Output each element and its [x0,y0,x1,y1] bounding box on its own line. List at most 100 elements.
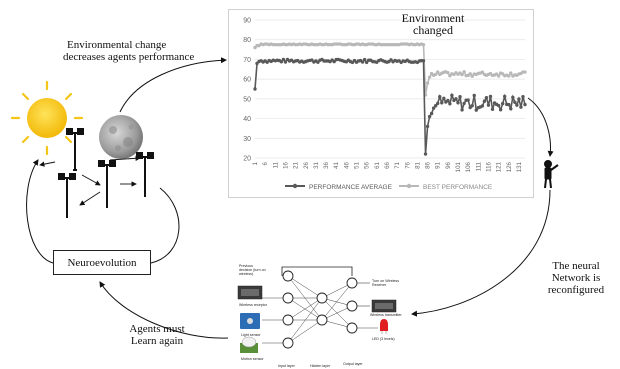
x-tick-label: 81 [414,161,421,168]
learn-again-line-2: Learn again [130,335,184,347]
series-performance-average-point [486,103,491,107]
chart-series [253,42,527,156]
legend-label-performance-average: PERFORMANCE AVERAGE [309,184,393,191]
series-best-performance-point [446,70,450,75]
x-tick-label: 126 [506,161,513,172]
series-performance-average-point [454,97,458,101]
series-best-performance-point [462,70,466,74]
street-lamp-icon [66,128,84,171]
series-performance-average-point [450,93,454,98]
nn-connection [321,282,353,321]
series-performance-average-point [500,101,505,106]
input-neuron [282,292,294,304]
series-performance-average-point [513,100,517,104]
series-best-performance-point [480,70,485,74]
neural-network-connections [262,275,378,344]
arrow-to-agent [527,97,554,157]
arrow-to-chart [119,57,227,113]
legend-label-best-performance: BEST PERFORMANCE [423,184,493,191]
learn-again-line-1: Agents must [129,323,185,335]
street-lamp-icon [58,173,76,218]
input-neuron [282,337,294,349]
previous-decision-line-3: wireless) [239,272,254,276]
x-tick-label: 96 [445,161,452,168]
y-axis-ticks: 20 30 40 50 60 70 80 90 [243,18,251,163]
series-performance-average-point [364,60,369,65]
x-tick-label: 16 [282,161,289,168]
series-best-performance-point [523,70,527,74]
x-tick-label: 91 [435,161,442,168]
series-performance-average-point [438,94,442,99]
led-icon [380,319,388,334]
arrow-agents-to-neuroevolution [150,187,180,264]
series-performance-average-point [456,101,460,105]
series-performance-average-point [472,93,476,98]
legend-marker-performance-average [292,183,298,189]
series-performance-average-point [460,108,464,112]
x-tick-label: 31 [313,161,320,168]
x-tick-label: 6 [262,161,269,165]
nn-connection [321,305,353,321]
arrow-to-network [411,189,551,317]
street-lamp-icon [98,160,116,208]
light-sensor-label: Light sensor [241,333,261,337]
series-best-performance-point [425,81,430,85]
x-tick-label: 121 [496,161,503,172]
arrow-neuroevolution-to-agents [26,159,54,264]
nn-connection [287,319,323,344]
previous-decision-line-1: Previous [239,264,253,268]
x-tick-label: 131 [516,161,523,172]
series-best-performance-point [433,72,438,77]
chart-legend: PERFORMANCE AVERAGE BEST PERFORMANCE [285,183,493,191]
x-tick-label: 41 [333,161,340,168]
x-tick-label: 86 [425,161,432,168]
nn-connection [287,275,323,299]
x-tick-label: 21 [293,161,300,168]
turn-on-wireless-label: Turn on Wireless Receiver [372,279,418,287]
motion-sensor-label: Motion sensor [241,357,264,361]
series-performance-average-point [490,107,495,112]
series-performance-average-point [474,108,478,112]
sun-icon [10,80,84,156]
series-best-performance-point [421,42,426,47]
reconfig-line-1: The neural [552,260,600,272]
x-tick-label: 66 [384,161,391,168]
wireless-receptor-icon [237,285,263,300]
input-neuron [282,270,294,282]
recurrent-connection [281,266,353,276]
series-best-performance-point [509,71,513,75]
street-lamp-icon [136,152,154,197]
series-performance-average-point [440,101,444,105]
agent-person-icon [544,160,559,189]
y-tick-label: 20 [243,156,251,163]
y-tick-label: 40 [243,116,251,123]
x-tick-label: 1 [252,161,259,165]
series-performance-average-point [519,105,523,109]
x-tick-label: 76 [404,161,411,168]
environment-changed-line-1: Environment [401,11,465,25]
series-performance-average-point [466,98,470,102]
series-performance-average-point [433,104,438,108]
series-performance-average-point [509,107,513,111]
previous-decision-label: Previous decision (turn on wireless) [239,264,289,276]
series-best-performance-point [460,72,464,77]
x-tick-label: 61 [374,161,381,168]
series-performance-average-point [253,87,257,91]
previous-decision-line-2: decision (turn on [239,268,266,272]
series-performance-average-point [281,57,286,62]
nn-connection [287,297,323,344]
environment-changed-label: Environment changed [388,12,478,36]
series-performance-average-point [496,103,501,108]
output-neuron [346,300,358,312]
hidden-neuron [316,314,328,326]
x-tick-label: 46 [343,161,350,168]
x-tick-label: 71 [394,161,401,168]
lamp-communication-arrows [39,155,141,206]
y-tick-label: 50 [243,96,251,103]
light-sensor-icon [240,313,260,329]
series-performance-average-point [517,97,521,101]
series-performance-average-point [507,102,511,107]
wireless-transmitter-label: Wireless transmitter [370,313,402,317]
series-best-performance-point [427,75,432,79]
